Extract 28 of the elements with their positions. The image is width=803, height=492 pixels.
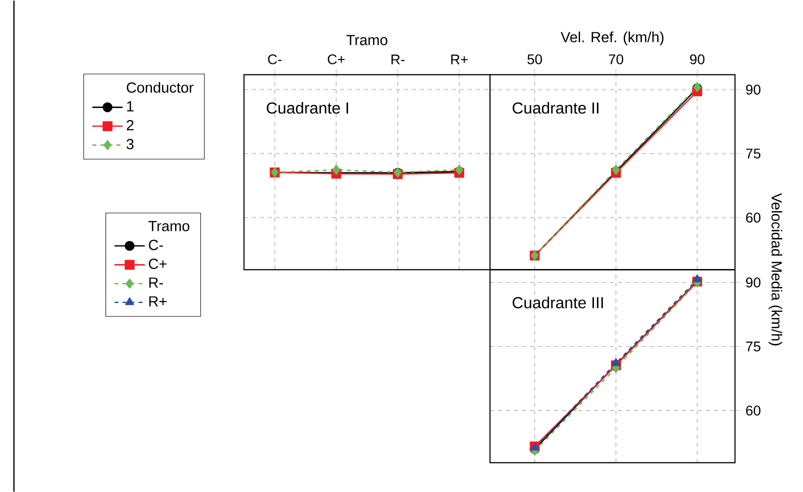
x-axis-title: Vel. Ref. (km/h) — [560, 31, 664, 46]
y-tick-label: 75 — [746, 148, 760, 158]
legend-label: C+ — [148, 258, 167, 269]
x-tick-label: R+ — [451, 54, 468, 64]
legend-label: 1 — [127, 101, 134, 112]
legend-label: C- — [148, 240, 163, 250]
annotation: Cuadrante I — [266, 102, 348, 114]
legend-title: Conductor — [126, 82, 194, 93]
y-axis-title: Velocidad Media (km/h) — [768, 192, 782, 346]
annotation: Cuadrante III — [512, 296, 603, 308]
x-tick-label: 70 — [608, 54, 624, 64]
x-tick-label: C+ — [328, 54, 345, 64]
x-tick-label: 90 — [690, 54, 704, 64]
legend-label: R+ — [149, 296, 167, 306]
x-axis-title: Tramo — [346, 34, 388, 46]
annotation: Cuadrante II — [512, 102, 598, 114]
y-tick-label: 75 — [746, 341, 760, 352]
y-tick-label: 90 — [746, 277, 760, 288]
x-tick-label: R- — [392, 54, 405, 64]
legend-title: Tramo — [148, 220, 190, 232]
y-tick-label: 90 — [746, 84, 760, 94]
legend-label: 3 — [126, 138, 134, 150]
x-tick-label: C- — [268, 54, 282, 64]
y-tick-label: 60 — [746, 405, 760, 416]
y-tick-label: 60 — [746, 212, 760, 222]
legend-label: R- — [149, 277, 163, 288]
x-tick-label: 50 — [527, 54, 542, 64]
legend-label: 2 — [126, 120, 134, 130]
